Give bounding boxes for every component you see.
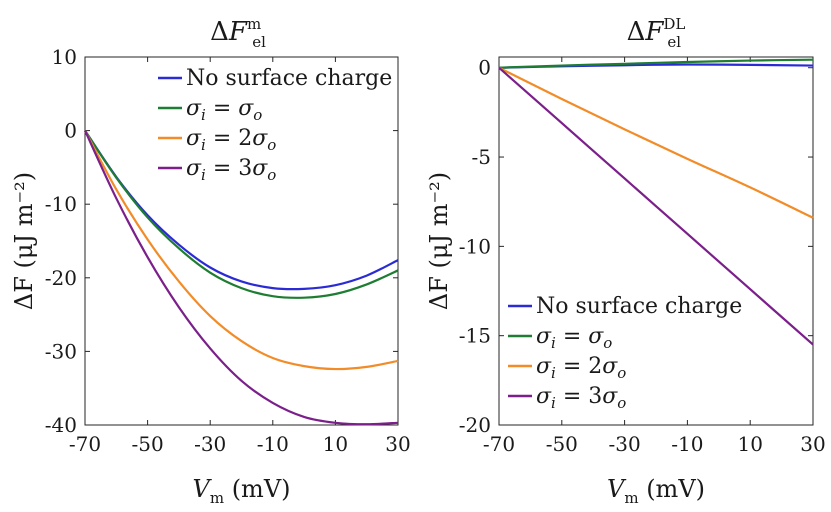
y-tick-label: -10: [45, 192, 77, 216]
legend-label: σi = σo: [536, 324, 612, 352]
x-tick-label: -70: [483, 432, 515, 456]
plot-area-frame: [498, 56, 814, 426]
x-tick-label: -30: [194, 432, 226, 456]
legend-label: No surface charge: [536, 294, 742, 319]
plot-area-frame: [84, 56, 399, 426]
legend-label: σi = 2σo: [536, 354, 626, 382]
panel-2: -70 -50 -30 -10 10 30 0 -5 -10 -15 -20 No surface c…: [425, 15, 826, 507]
series-line-3: [84, 130, 399, 371]
legend-label: σi = 2σo: [186, 126, 276, 154]
y-tick-label: -5: [472, 145, 491, 169]
x-tick-label: -50: [131, 432, 163, 456]
x-tick-label: -30: [608, 432, 640, 456]
legend-label: No surface charge: [186, 66, 392, 91]
y-tick-label: 10: [52, 45, 77, 69]
x-tick-label: 30: [800, 432, 825, 456]
y-axis-label: ΔF (μJ m⁻²): [10, 172, 38, 310]
y-axis-label: ΔF (μJ m⁻²): [425, 172, 453, 310]
y-tick-label: 0: [478, 56, 491, 80]
x-tick-label: -10: [671, 432, 703, 456]
legend-label: σi = 3σo: [186, 156, 276, 184]
series-line-3: [498, 66, 814, 219]
x-axis-label: Vm (mV): [192, 475, 290, 507]
y-tick-label: -30: [45, 339, 77, 363]
chart-title: ΔFDL el: [627, 15, 686, 51]
y-tick-label: -20: [45, 266, 77, 290]
x-tick-label: 10: [323, 432, 348, 456]
chart-title: ΔFm el: [210, 15, 266, 51]
y-tick-label: -40: [45, 413, 77, 437]
x-axis-label: Vm (mV): [607, 475, 705, 507]
x-tick-label: 30: [385, 432, 410, 456]
panel-1: -70 -50 -30 -10 10 30 10 0 -10 -20 -30 -40 No surfac…: [10, 15, 411, 507]
y-tick-label: -20: [459, 413, 491, 437]
series-line-2: [84, 129, 399, 299]
series-line-4: [498, 66, 814, 346]
legend-label: σi = 3σo: [536, 384, 626, 412]
x-tick-label: -70: [69, 432, 101, 456]
y-tick-label: -15: [459, 324, 491, 348]
x-tick-label: 10: [737, 432, 762, 456]
y-tick-label: 0: [64, 119, 77, 143]
series-line-1: [84, 129, 399, 291]
x-tick-label: -50: [546, 432, 578, 456]
legend-label: σi = σo: [186, 96, 262, 124]
series-line-4: [84, 130, 399, 426]
y-tick-label: -10: [459, 234, 491, 258]
x-tick-label: -10: [257, 432, 289, 456]
series-line-2: [498, 58, 814, 69]
